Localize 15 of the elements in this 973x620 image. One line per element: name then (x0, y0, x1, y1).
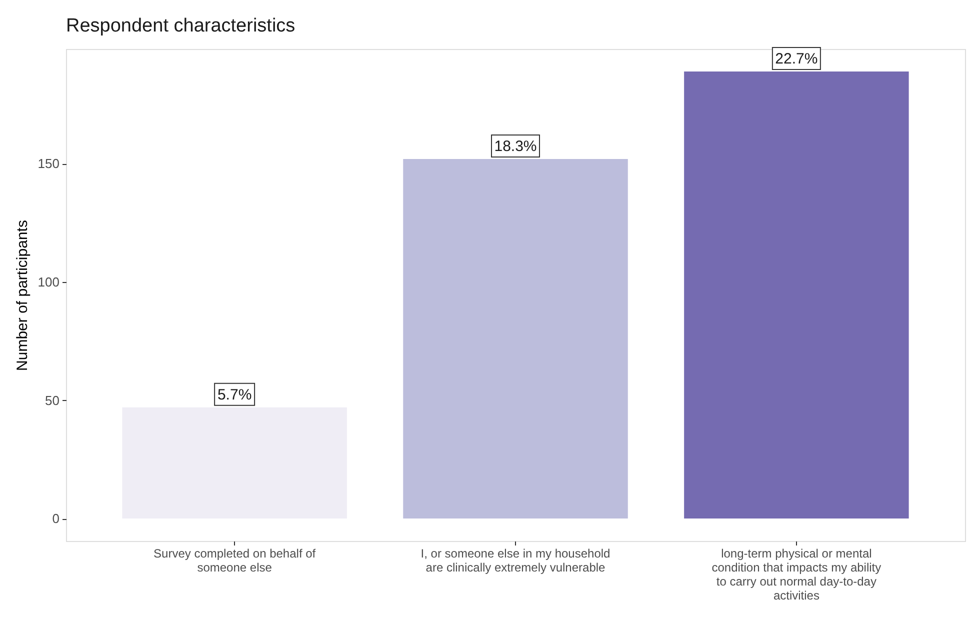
y-tick-label: 50 (45, 392, 60, 408)
annotation: 18.3% (494, 138, 537, 155)
y-axis-title: Number of participants (14, 220, 31, 371)
x-tick-label: Survey completed on behalf of someone else (154, 546, 316, 574)
bar (684, 71, 909, 519)
x-tick-label: long-term physical or mental condition that impacts my ability to carry out normal day-to-day activities (712, 546, 882, 602)
y-tick-label: 150 (38, 156, 60, 172)
chart-title: Respondent characteristics (66, 15, 296, 36)
annotation: 22.7% (775, 50, 818, 68)
bar (403, 158, 628, 519)
annotation: 5.7% (217, 386, 252, 404)
y-tick-label: 100 (38, 274, 60, 290)
y-tick-label: 0 (52, 511, 60, 526)
x-tick-label: I, or someone else in my household are clinically extremely vulnerable (420, 546, 610, 574)
bar (122, 407, 347, 519)
